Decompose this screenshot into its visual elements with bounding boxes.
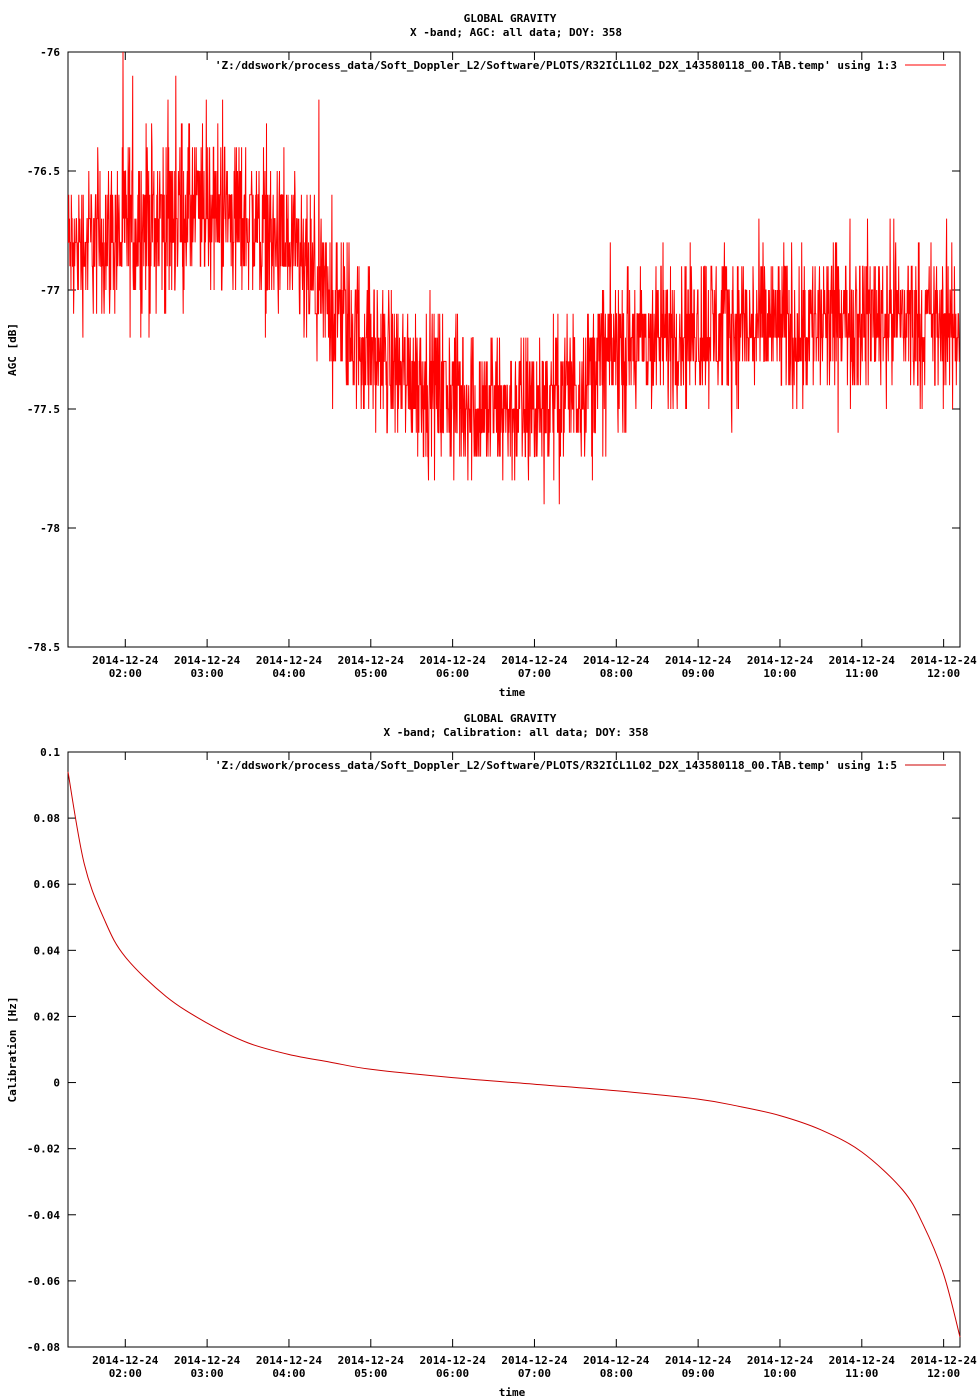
x-tick-time: 05:00 — [354, 667, 387, 680]
y-tick-label: -0.04 — [27, 1209, 60, 1222]
x-tick-date: 2014-12-24 — [174, 1354, 241, 1367]
x-tick-date: 2014-12-24 — [256, 1354, 323, 1367]
x-tick-date: 2014-12-24 — [92, 654, 159, 667]
chart-title: GLOBAL GRAVITY — [464, 712, 557, 725]
legend-label: 'Z:/ddswork/process_data/Soft_Doppler_L2… — [215, 759, 897, 772]
x-tick-time: 08:00 — [600, 667, 633, 680]
x-tick-date: 2014-12-24 — [829, 1354, 896, 1367]
y-tick-label: 0.04 — [34, 944, 61, 957]
x-tick-time: 11:00 — [845, 1367, 878, 1380]
x-tick-date: 2014-12-24 — [583, 1354, 650, 1367]
x-tick-time: 11:00 — [845, 667, 878, 680]
y-axis-label: AGC [dB] — [6, 323, 19, 376]
y-tick-label: 0.02 — [34, 1010, 61, 1023]
y-tick-label: 0.06 — [34, 878, 61, 891]
y-tick-label: -77.5 — [27, 403, 60, 416]
chart-subtitle: X -band; AGC: all data; DOY: 358 — [410, 26, 622, 39]
y-tick-label: -78 — [40, 522, 60, 535]
y-tick-label: -0.06 — [27, 1275, 60, 1288]
y-tick-label: -76 — [40, 46, 60, 59]
x-tick-date: 2014-12-24 — [583, 654, 650, 667]
legend-label: 'Z:/ddswork/process_data/Soft_Doppler_L2… — [215, 59, 897, 72]
x-tick-time: 03:00 — [191, 667, 224, 680]
x-tick-date: 2014-12-24 — [92, 1354, 159, 1367]
x-tick-time: 10:00 — [763, 667, 796, 680]
y-tick-label: 0.08 — [34, 812, 61, 825]
x-tick-date: 2014-12-24 — [338, 1354, 405, 1367]
x-tick-time: 12:00 — [927, 1367, 960, 1380]
x-tick-time: 06:00 — [436, 667, 469, 680]
x-tick-time: 09:00 — [682, 667, 715, 680]
x-tick-time: 02:00 — [109, 667, 142, 680]
y-tick-label: -76.5 — [27, 165, 60, 178]
x-tick-date: 2014-12-24 — [911, 654, 978, 667]
x-tick-date: 2014-12-24 — [829, 654, 896, 667]
y-tick-label: -78.5 — [27, 641, 60, 654]
x-tick-date: 2014-12-24 — [174, 654, 241, 667]
x-tick-date: 2014-12-24 — [420, 1354, 487, 1367]
y-tick-label: 0 — [53, 1077, 60, 1090]
x-tick-date: 2014-12-24 — [501, 1354, 568, 1367]
series-line — [67, 51, 960, 505]
x-tick-date: 2014-12-24 — [420, 654, 487, 667]
x-tick-time: 10:00 — [763, 1367, 796, 1380]
series-line — [67, 771, 961, 1338]
x-axis-label: time — [499, 1386, 526, 1399]
x-tick-time: 03:00 — [191, 1367, 224, 1380]
y-tick-label: -0.02 — [27, 1143, 60, 1156]
y-tick-label: -77 — [40, 284, 60, 297]
plot-frame — [67, 51, 961, 648]
x-tick-date: 2014-12-24 — [665, 1354, 732, 1367]
x-tick-time: 02:00 — [109, 1367, 142, 1380]
x-tick-date: 2014-12-24 — [911, 1354, 978, 1367]
x-tick-time: 05:00 — [354, 1367, 387, 1380]
x-tick-date: 2014-12-24 — [665, 654, 732, 667]
x-tick-date: 2014-12-24 — [256, 654, 323, 667]
x-tick-time: 04:00 — [272, 667, 305, 680]
x-tick-date: 2014-12-24 — [747, 654, 814, 667]
x-tick-time: 04:00 — [272, 1367, 305, 1380]
x-tick-time: 08:00 — [600, 1367, 633, 1380]
x-axis-label: time — [499, 686, 526, 699]
x-tick-time: 06:00 — [436, 1367, 469, 1380]
x-tick-time: 07:00 — [518, 667, 551, 680]
x-tick-time: 12:00 — [927, 667, 960, 680]
y-tick-label: 0.1 — [40, 746, 60, 759]
x-tick-date: 2014-12-24 — [338, 654, 405, 667]
y-axis-label: Calibration [Hz] — [6, 997, 19, 1103]
x-tick-time: 09:00 — [682, 1367, 715, 1380]
y-tick-label: -0.08 — [27, 1341, 60, 1354]
x-tick-date: 2014-12-24 — [747, 1354, 814, 1367]
plot-frame — [67, 751, 961, 1348]
chart-subtitle: X -band; Calibration: all data; DOY: 358 — [384, 726, 649, 739]
x-tick-date: 2014-12-24 — [501, 654, 568, 667]
chart-title: GLOBAL GRAVITY — [464, 12, 557, 25]
x-tick-time: 07:00 — [518, 1367, 551, 1380]
